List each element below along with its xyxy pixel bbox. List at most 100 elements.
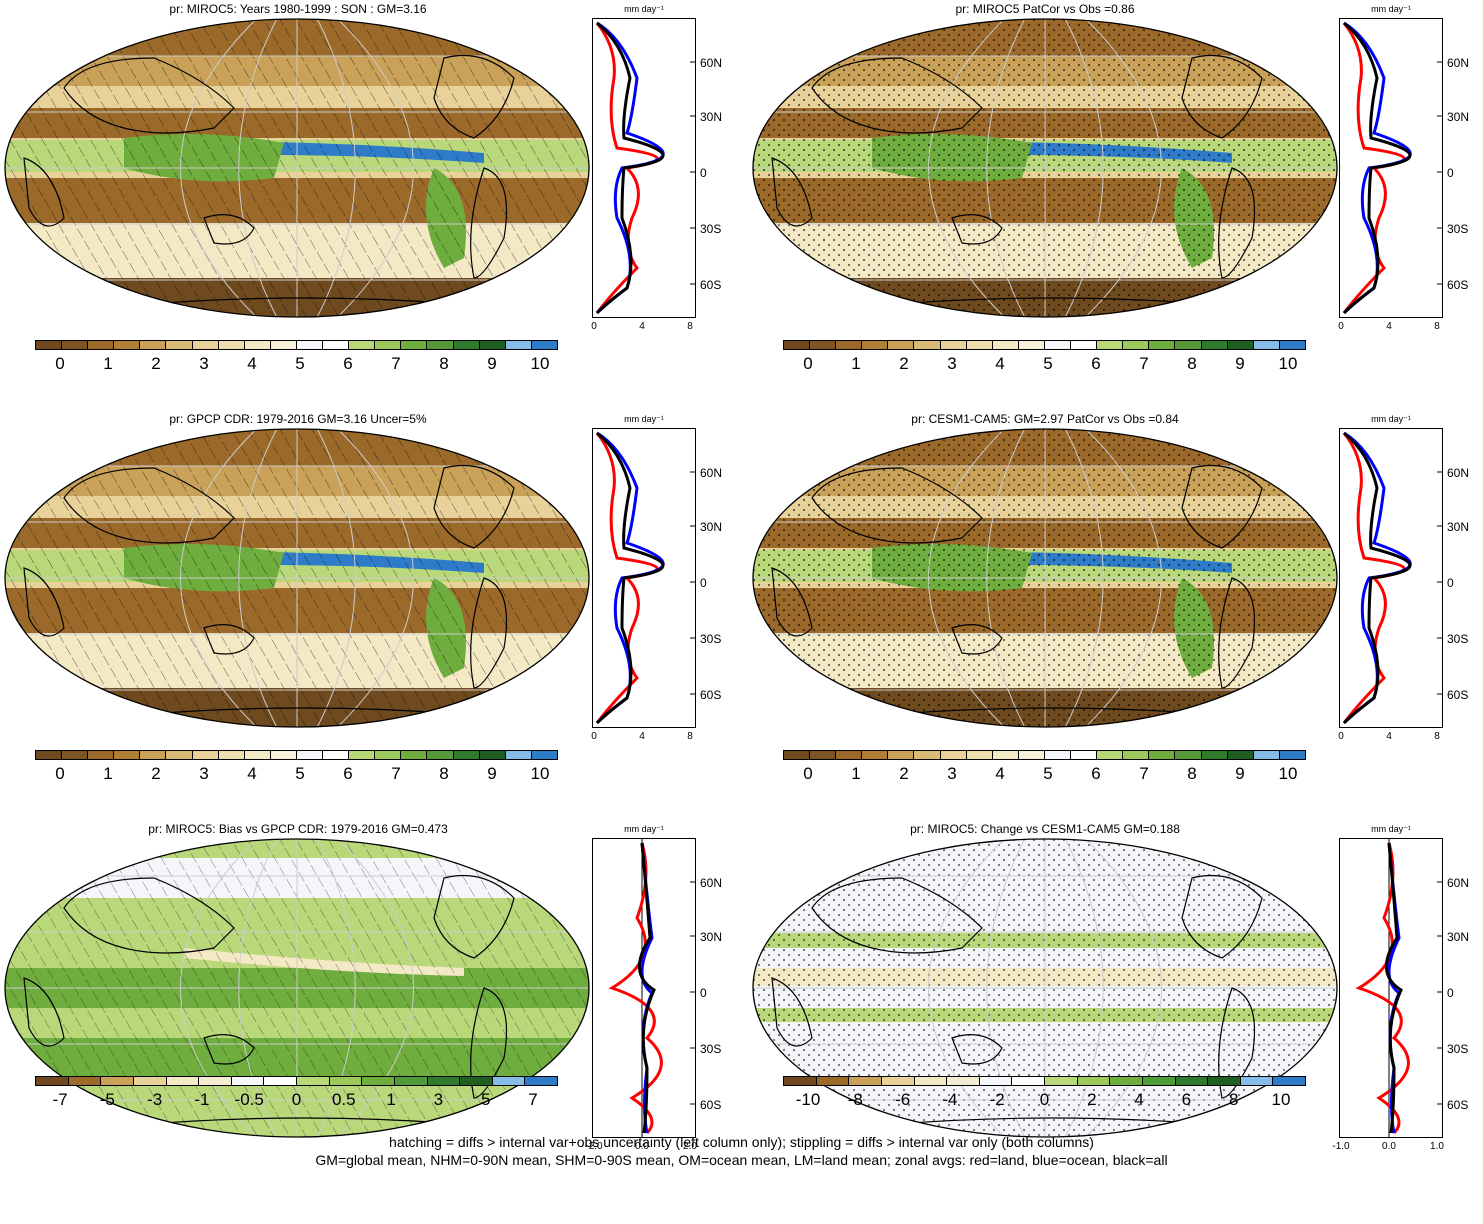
colorbar-swatch (1097, 751, 1124, 759)
latitude-label: 0 (700, 166, 707, 180)
colorbar-swatch (1273, 1077, 1305, 1085)
latitude-label: 60S (700, 278, 722, 292)
colorbar-label: 4 (995, 354, 1005, 373)
latitude-label: 60N (1447, 466, 1470, 480)
zonal-x-tick: 4 (1386, 321, 1392, 332)
colorbar-swatch (394, 1077, 428, 1085)
colorbar-swatch (1175, 341, 1202, 349)
zonal-x-tick: 4 (639, 731, 645, 742)
colorbar-swatch (810, 341, 837, 349)
colorbar-swatch (979, 1077, 1013, 1085)
latitude-label: 30S (700, 222, 722, 236)
colorbar-swatch (244, 341, 271, 349)
colorbar-label: 5 (295, 764, 305, 783)
panel-title: pr: CESM1-CAM5: GM=2.97 PatCor vs Obs =0… (911, 412, 1179, 426)
colorbar-swatch (460, 1077, 493, 1085)
colorbar-label: 7 (528, 1090, 538, 1109)
latitude-label: 30S (1447, 222, 1469, 236)
zonal-x-tick: 0.0 (635, 1141, 649, 1152)
colorbar-swatch (888, 341, 915, 349)
latitude-label: 30S (1447, 1042, 1469, 1056)
colorbar-swatch (479, 341, 506, 349)
colorbar (783, 340, 1306, 350)
zonal-x-tick: 4 (1386, 731, 1392, 742)
colorbar-swatch (1097, 341, 1124, 349)
colorbar-label: 4 (1134, 1090, 1144, 1109)
colorbar (35, 1076, 558, 1086)
colorbar-label: 8 (1228, 1090, 1239, 1109)
zonal-curve (1384, 842, 1403, 1134)
colorbar-label: 2 (899, 764, 909, 783)
zonal-curve (637, 842, 656, 1134)
colorbar-swatch (133, 1077, 167, 1085)
colorbar-swatch (914, 751, 941, 759)
colorbar-label: 5 (295, 354, 305, 373)
colorbar-label: -3 (147, 1090, 163, 1109)
panel-title: pr: MIROC5: Years 1980-1999 : SON : GM=3… (169, 2, 427, 16)
zonal-unit-label: mm day⁻¹ (624, 4, 664, 14)
colorbar-label: 4 (247, 354, 257, 373)
colorbar-label: 8 (439, 764, 449, 783)
colorbar-swatch (1201, 341, 1228, 349)
colorbar-label: 0.5 (331, 1090, 356, 1109)
colorbar-swatch (297, 1077, 330, 1085)
colorbar-label: 10 (1278, 764, 1298, 783)
colorbar-label: 7 (391, 354, 401, 373)
colorbar-swatch (218, 751, 245, 759)
colorbar-label: 0 (55, 764, 65, 783)
colorbar-swatch (323, 751, 350, 759)
zonal-curve (1342, 21, 1412, 315)
panel-title: pr: MIROC5: Change vs CESM1-CAM5 GM=0.18… (910, 822, 1180, 836)
colorbar-swatch (992, 341, 1019, 349)
colorbar-label: 3 (947, 764, 957, 783)
colorbar-swatch (1227, 341, 1254, 349)
colorbar-swatch (270, 341, 297, 349)
panel-title: pr: GPCP CDR: 1979-2016 GM=3.16 Uncer=5% (169, 412, 427, 426)
latitude-label: 60S (700, 1098, 722, 1112)
latitude-label: 60N (700, 466, 723, 480)
colorbar-label: 3 (199, 764, 209, 783)
zonal-curve (1355, 842, 1410, 1135)
colorbar-swatch (323, 341, 350, 349)
zonal-x-tick: 8 (1434, 321, 1440, 332)
colorbar-swatch (264, 1077, 297, 1085)
latitude-label: 30N (1447, 110, 1470, 124)
colorbar-label: 10 (1278, 354, 1298, 373)
colorbar-swatch (881, 1077, 915, 1085)
colorbar-label: 3 (433, 1090, 444, 1109)
colorbar-swatch (784, 751, 811, 759)
zonal-x-tick: 0.0 (1382, 1141, 1396, 1152)
colorbar-swatch (1110, 1077, 1143, 1085)
latitude-label: 30N (700, 520, 723, 534)
colorbar-swatch (1018, 751, 1045, 759)
colorbar-swatch (231, 1077, 265, 1085)
colorbar-label: 2 (899, 354, 909, 373)
colorbar-label: 0 (803, 764, 813, 783)
colorbar-label: -5 (99, 1090, 115, 1109)
colorbar-label: 6 (343, 354, 353, 373)
latitude-label: 30S (700, 1042, 722, 1056)
colorbar-swatch (1045, 1077, 1078, 1085)
zonal-curve (1342, 431, 1412, 725)
colorbar-swatch (427, 1077, 461, 1085)
colorbar-label: 9 (1235, 354, 1245, 373)
colorbar-swatch (836, 341, 863, 349)
colorbar-label: 5 (1043, 354, 1053, 373)
colorbar-swatch (375, 341, 402, 349)
colorbar-swatch (784, 1077, 817, 1085)
colorbar-label: -6 (895, 1090, 911, 1109)
zonal-average-plot (1339, 428, 1443, 728)
latitude-label: 30N (1447, 520, 1470, 534)
colorbar-swatch (862, 341, 889, 349)
colorbar-swatch (101, 1077, 134, 1085)
colorbar-swatch (1240, 1077, 1274, 1085)
colorbar-swatch (1253, 751, 1280, 759)
colorbar-label: 2 (1087, 1090, 1097, 1109)
colorbar-swatch (1123, 341, 1150, 349)
colorbar-swatch (1279, 341, 1305, 349)
colorbar-swatch (810, 751, 837, 759)
colorbar-label: 1 (103, 354, 113, 373)
colorbar-label: -1 (194, 1090, 210, 1109)
colorbar-swatch (36, 1077, 69, 1085)
colorbar-swatch (849, 1077, 882, 1085)
